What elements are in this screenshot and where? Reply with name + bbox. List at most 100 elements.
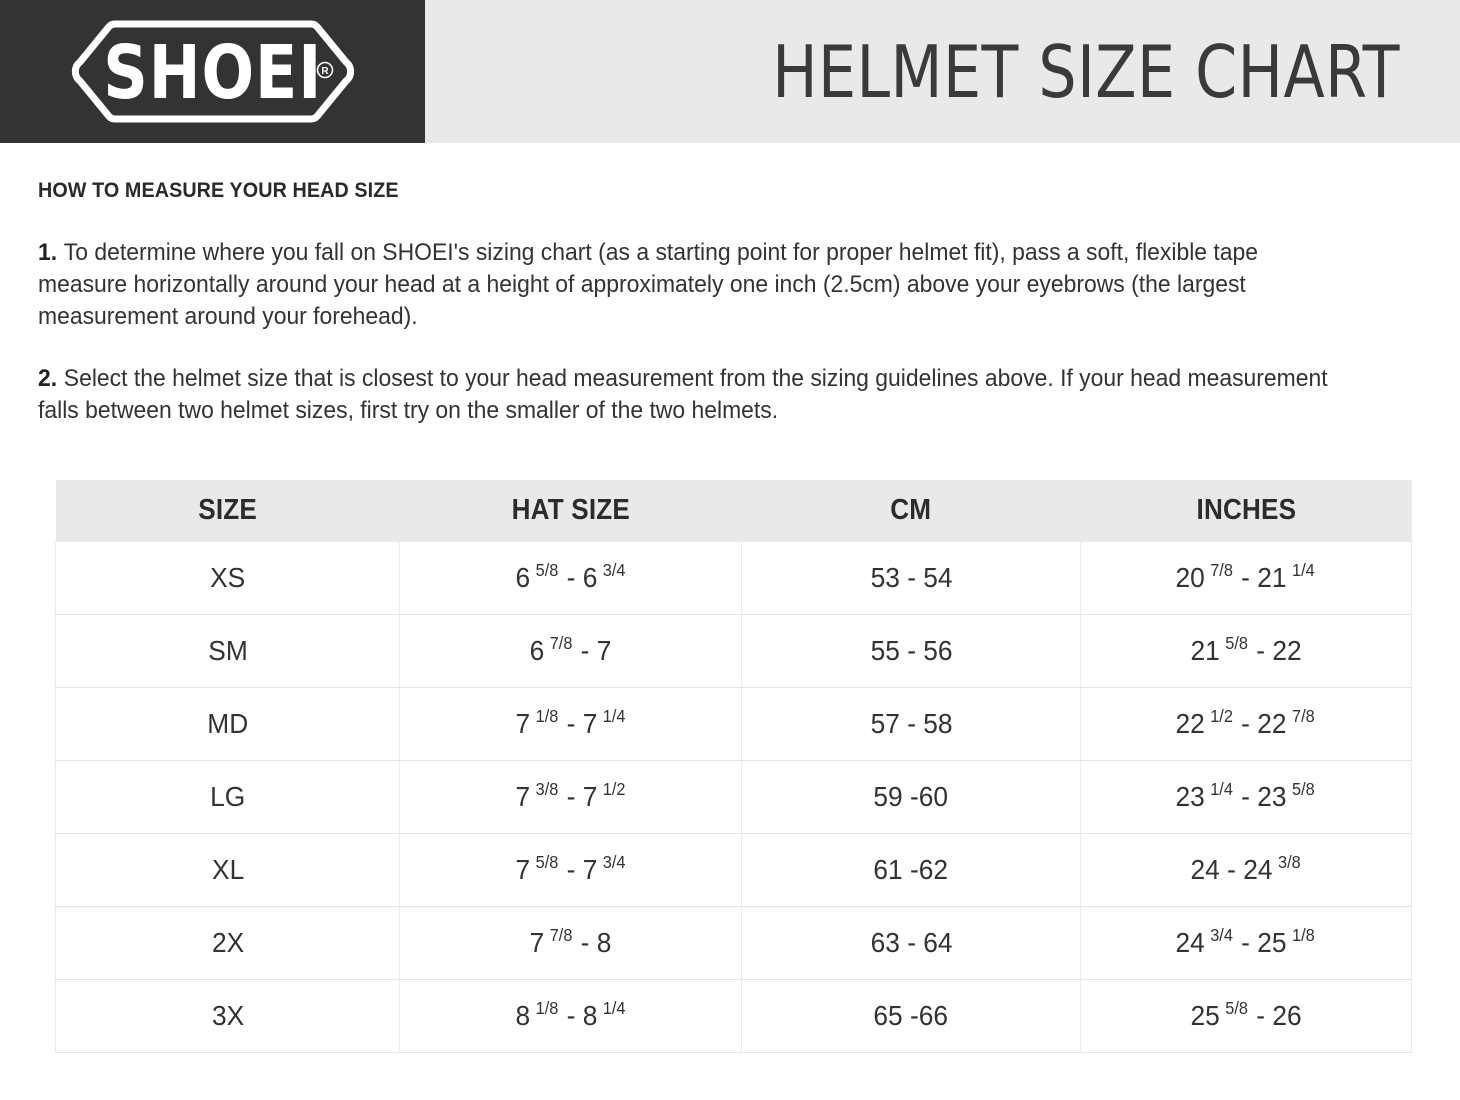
instruction-step-2: 2. Select the helmet size that is closest… [38, 363, 1346, 427]
inches-low-whole: 21 [1190, 634, 1220, 666]
cell-inches: 23 1/4 - 23 5/8 [1080, 760, 1412, 834]
shoei-logo-block: SHOEI R [0, 0, 425, 143]
cell-inches: 25 5/8 - 26 [1080, 979, 1412, 1053]
cm-value: 65 -66 [873, 999, 949, 1031]
table-header: SIZE HAT SIZE CM INCHES [55, 479, 1412, 542]
inches-value: 25 5/8 - 26 [1191, 1000, 1302, 1032]
instructions-section: HOW TO MEASURE YOUR HEAD SIZE 1. To deter… [0, 143, 1460, 427]
size-chart-container: SIZE HAT SIZE CM INCHES XS 6 5/8 - 6 3/4 5… [0, 479, 1460, 1053]
instruction-step-1: 1. To determine where you fall on SHOEI's… [38, 237, 1346, 333]
hat_size-separator: - [573, 926, 598, 958]
cell-size: 2X [54, 906, 400, 980]
hat_size-high-whole: 7 [582, 780, 598, 812]
step-2-number: 2. [38, 364, 58, 392]
hat_size-value: 8 1/8 - 8 1/4 [515, 1000, 626, 1032]
inches-high-fraction: 7/8 [1287, 706, 1316, 727]
cell-cm: 63 - 64 [741, 906, 1081, 980]
table-row: XS 6 5/8 - 6 3/4 53 - 54 20 7/8 - 21 1/4 [54, 541, 1412, 615]
cell-inches: 24 3/4 - 25 1/8 [1080, 906, 1412, 980]
cell-size: XS [54, 541, 400, 615]
cm-value: 63 - 64 [870, 926, 953, 958]
cm-value: 55 - 56 [870, 634, 953, 666]
inches-separator: - [1234, 926, 1258, 958]
svg-text:SHOEI: SHOEI [103, 30, 322, 116]
cell-inches: 22 1/2 - 22 7/8 [1080, 687, 1412, 761]
hat_size-value: 7 1/8 - 7 1/4 [515, 708, 626, 740]
inches-separator: - [1234, 707, 1258, 739]
cm-value: 53 - 54 [870, 561, 953, 593]
inches-separator: - [1248, 999, 1273, 1031]
hat_size-high-fraction: 1/4 [598, 998, 626, 1019]
hat_size-high-whole: 6 [582, 561, 598, 593]
inches-low-fraction: 7/8 [1206, 560, 1234, 581]
column-header-inches-label: INCHES [1196, 494, 1296, 527]
cell-size: MD [54, 687, 400, 761]
cell-inches: 21 5/8 - 22 [1080, 614, 1412, 688]
size-value: 2X [211, 926, 244, 958]
cm-value: 57 - 58 [870, 707, 953, 739]
inches-separator: - [1248, 634, 1273, 666]
inches-value: 24 - 24 3/8 [1191, 854, 1302, 886]
page-title: HELMET SIZE CHART [772, 29, 1400, 114]
hat_size-high-whole: 8 [582, 999, 598, 1031]
inches-low-whole: 20 [1175, 561, 1206, 593]
inches-high-whole: 21 [1257, 561, 1288, 593]
cell-size: SM [54, 614, 400, 688]
hat_size-low-fraction: 5/8 [530, 560, 559, 581]
cm-value: 61 -62 [873, 853, 949, 885]
column-header-cm-label: CM [890, 494, 932, 527]
column-header-inches: INCHES [1080, 479, 1412, 542]
hat_size-high-fraction: 1/2 [598, 779, 626, 800]
inches-low-whole: 25 [1190, 999, 1220, 1031]
hat_size-separator: - [573, 634, 598, 666]
inches-value: 24 3/4 - 25 1/8 [1176, 927, 1316, 959]
column-header-cm: CM [741, 479, 1081, 542]
inches-low-whole: 24 [1190, 853, 1220, 885]
hat_size-separator: - [559, 780, 583, 812]
hat_size-value: 7 7/8 - 8 [530, 927, 612, 959]
inches-value: 23 1/4 - 23 5/8 [1176, 781, 1316, 813]
size-chart-table: SIZE HAT SIZE CM INCHES XS 6 5/8 - 6 3/4 5… [54, 479, 1412, 1053]
inches-low-fraction: 1/2 [1206, 706, 1234, 727]
cell-hat-size: 7 7/8 - 8 [399, 906, 742, 980]
hat_size-separator: - [559, 853, 583, 885]
inches-low-fraction: 5/8 [1220, 633, 1248, 654]
inches-separator: - [1234, 780, 1258, 812]
size-value: MD [207, 707, 249, 739]
inches-high-whole: 24 [1243, 853, 1273, 885]
hat_size-low-fraction: 3/8 [530, 779, 559, 800]
inches-low-whole: 24 [1175, 926, 1206, 958]
cell-hat-size: 6 5/8 - 6 3/4 [399, 541, 742, 615]
hat_size-high-whole: 7 [582, 707, 598, 739]
table-row: SM 6 7/8 - 7 55 - 56 21 5/8 - 22 [54, 614, 1412, 688]
hat_size-low-fraction: 1/8 [530, 706, 559, 727]
cell-inches: 24 - 24 3/8 [1080, 833, 1412, 907]
column-header-size-label: SIZE [198, 494, 258, 527]
hat_size-low-fraction: 7/8 [545, 925, 573, 946]
inches-low-fraction: 5/8 [1220, 998, 1248, 1019]
hat_size-separator: - [559, 999, 583, 1031]
inches-high-whole: 23 [1257, 780, 1288, 812]
cell-size: 3X [54, 979, 400, 1053]
table-row: 2X 7 7/8 - 8 63 - 64 24 3/4 - 25 1/8 [54, 906, 1412, 980]
hat_size-high-whole: 7 [582, 853, 598, 885]
cell-hat-size: 7 1/8 - 7 1/4 [399, 687, 742, 761]
size-value: XL [211, 853, 244, 885]
hat_size-high-fraction: 3/4 [598, 852, 626, 873]
hat_size-low-fraction: 1/8 [530, 998, 559, 1019]
inches-high-whole: 22 [1257, 707, 1288, 739]
column-header-hat-size: HAT SIZE [399, 479, 742, 542]
cell-inches: 20 7/8 - 21 1/4 [1080, 541, 1412, 615]
inches-high-fraction: 3/8 [1273, 852, 1301, 873]
hat_size-value: 7 5/8 - 7 3/4 [515, 854, 626, 886]
inches-high-fraction: 1/4 [1287, 560, 1316, 581]
inches-low-fraction: 1/4 [1206, 779, 1234, 800]
cell-cm: 53 - 54 [741, 541, 1081, 615]
hat_size-low-fraction: 5/8 [530, 852, 559, 873]
inches-value: 22 1/2 - 22 7/8 [1176, 708, 1316, 740]
inches-low-whole: 22 [1175, 707, 1206, 739]
cell-cm: 59 -60 [741, 760, 1081, 834]
cell-size: LG [54, 760, 400, 834]
step-1-number: 1. [38, 239, 58, 266]
cell-hat-size: 8 1/8 - 8 1/4 [399, 979, 742, 1053]
